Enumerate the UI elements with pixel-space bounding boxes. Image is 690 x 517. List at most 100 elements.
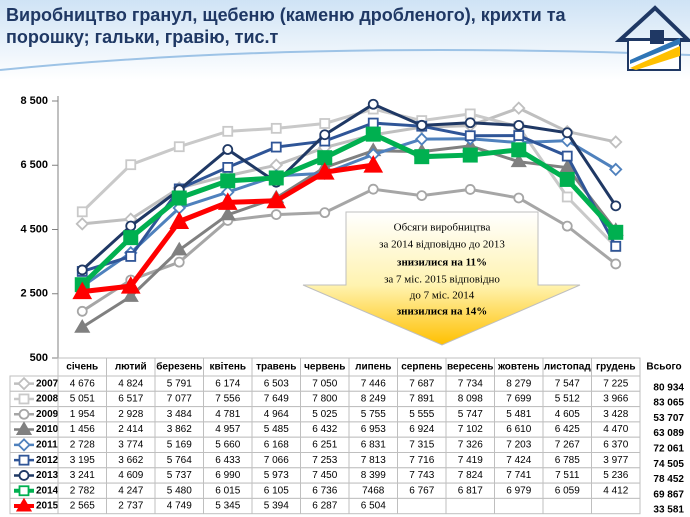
x-tick-label: січень xyxy=(66,362,98,373)
table-cell: 7 225 xyxy=(603,378,628,389)
marker xyxy=(266,190,287,209)
y-tick-label: 4 500 xyxy=(20,223,48,235)
legend-marker xyxy=(17,438,31,452)
table-cell: 7 419 xyxy=(458,455,483,466)
legend-marker xyxy=(15,497,33,512)
legend-label: 2011 xyxy=(36,439,58,450)
chart-title: Виробництво гранул, щебеню (каменю дробл… xyxy=(6,5,567,25)
table-cell: 3 195 xyxy=(70,455,95,466)
table-cell: 5 737 xyxy=(167,470,192,481)
table-cell: 3 241 xyxy=(70,470,95,481)
x-tick-label: вересень xyxy=(447,362,493,373)
table-cell: 5 755 xyxy=(361,409,386,420)
marker xyxy=(314,162,335,180)
table-cell: 5 481 xyxy=(506,409,531,420)
marker xyxy=(319,207,331,219)
table-cell: 2 782 xyxy=(70,485,95,496)
table-cell: 6 785 xyxy=(555,455,580,466)
legend-label: 2012 xyxy=(36,455,59,466)
table-cell: 7 203 xyxy=(506,439,531,450)
series-line xyxy=(81,137,617,288)
series-line xyxy=(81,102,617,272)
y-tick-label: 6 500 xyxy=(20,159,48,171)
x-tick-label: серпень xyxy=(401,362,442,373)
series-line xyxy=(81,144,617,329)
table-cell: 5 512 xyxy=(555,394,580,405)
callout: Обсяги виробництва за 2014 відповідно до … xyxy=(302,211,581,346)
table-cell: 7 556 xyxy=(215,394,240,405)
legend-marker xyxy=(18,408,30,420)
table-cell: 3 862 xyxy=(167,424,192,435)
table-cell: 5 025 xyxy=(312,409,337,420)
table-cell: 8 249 xyxy=(361,394,386,405)
marker xyxy=(608,162,623,177)
table-cell: 6 924 xyxy=(409,424,434,435)
table-cell: 4 609 xyxy=(118,470,143,481)
marker xyxy=(169,211,190,230)
marker xyxy=(561,150,573,162)
marker xyxy=(363,155,384,173)
marker xyxy=(416,119,428,131)
table-cell: 4 676 xyxy=(70,378,95,389)
table-cell: 6 990 xyxy=(215,470,240,481)
marker xyxy=(74,319,91,333)
series-line xyxy=(81,187,617,313)
row-total: 83 065 xyxy=(653,398,684,409)
marker xyxy=(365,126,381,142)
legend-marker xyxy=(15,421,33,435)
table-cell: 6 979 xyxy=(506,485,531,496)
marker xyxy=(610,240,622,252)
callout-text: знизилися на 14% xyxy=(397,306,488,318)
table-cell: 8 399 xyxy=(361,470,386,481)
legend-label: 2008 xyxy=(36,394,59,405)
marker xyxy=(319,118,331,129)
table-header: Всього xyxy=(646,362,681,373)
table-cell: 1 456 xyxy=(70,424,95,435)
row-total: 74 505 xyxy=(653,459,684,470)
marker xyxy=(464,184,476,195)
marker xyxy=(513,119,525,131)
marker xyxy=(416,190,428,202)
table-cell: 7 687 xyxy=(409,378,434,389)
marker xyxy=(559,171,575,187)
table-cell: 3 774 xyxy=(118,439,143,450)
row-total: 80 934 xyxy=(653,382,684,393)
marker xyxy=(125,251,137,262)
marker xyxy=(222,162,234,173)
table-cell: 7 066 xyxy=(264,455,289,466)
marker xyxy=(270,209,282,220)
table-cell: 7468 xyxy=(362,485,385,496)
table-cell: 6 504 xyxy=(361,501,386,512)
marker xyxy=(511,101,526,115)
table-cell: 5 555 xyxy=(409,409,434,420)
marker xyxy=(367,183,379,195)
logo xyxy=(614,5,690,71)
x-tick-label: червень xyxy=(304,362,345,373)
table-cell: 6 610 xyxy=(506,424,531,435)
series-line xyxy=(82,106,617,226)
table-cell: 7 326 xyxy=(458,439,483,450)
x-tick-label: жовтень xyxy=(497,362,540,373)
x-tick-label: травень xyxy=(256,362,296,373)
table-cell: 4 247 xyxy=(118,485,143,496)
marker xyxy=(171,241,188,256)
table-cell: 7 891 xyxy=(409,394,434,405)
table-cell: 3 662 xyxy=(118,455,143,466)
table-cell: 6 287 xyxy=(312,501,337,512)
x-tick-label: лютий xyxy=(115,362,147,373)
table-cell: 5 394 xyxy=(264,501,289,512)
table-cell: 5 236 xyxy=(603,470,628,481)
marker xyxy=(561,127,573,139)
table-cell: 5 480 xyxy=(167,485,192,496)
callout-text: знизилися на 11% xyxy=(397,257,487,269)
marker xyxy=(120,276,141,294)
callout-text: до 7 міс. 2014 xyxy=(410,290,475,302)
row-total: 63 089 xyxy=(653,428,684,439)
series-line xyxy=(81,121,618,273)
series-line xyxy=(80,131,618,287)
marker xyxy=(414,149,430,165)
table-cell: 6 433 xyxy=(215,455,240,466)
legend-label: 2009 xyxy=(36,409,59,420)
marker xyxy=(270,141,282,153)
